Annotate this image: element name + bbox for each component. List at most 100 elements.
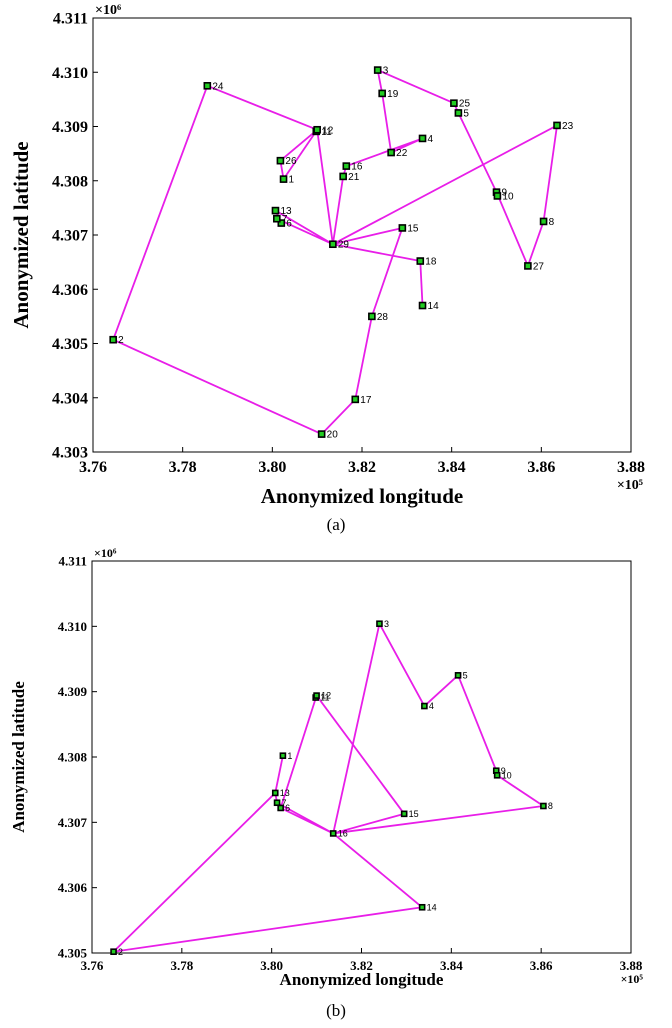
point-label: 4 xyxy=(428,134,434,145)
route-segment xyxy=(333,805,544,835)
point-label: 3 xyxy=(383,66,389,77)
point-marker xyxy=(110,948,117,955)
y-tick-label: 4.310 xyxy=(52,65,88,82)
point-label: 16 xyxy=(338,829,348,839)
route-segment xyxy=(315,695,405,815)
point-marker xyxy=(421,702,428,710)
caption-b: (b) xyxy=(326,1001,346,1020)
point-label: 2 xyxy=(118,947,123,957)
y-tick-label: 4.305 xyxy=(58,946,88,961)
point-label: 7 xyxy=(282,214,288,225)
point-marker xyxy=(317,430,326,438)
y-tick-label: 4.309 xyxy=(52,119,88,136)
point-marker xyxy=(276,156,285,165)
chart-b: 3.76 3.78 3.80 3.82 3.84 3.86 3.88 4.305 4.306 4.… xyxy=(9,546,643,989)
point-label: 12 xyxy=(321,691,331,701)
point-label: 13 xyxy=(280,788,290,798)
point-marker xyxy=(313,692,320,699)
x-axis-label: Anonymized longitude xyxy=(261,484,463,508)
y-tick-label: 4.304 xyxy=(52,390,88,407)
x-tick-label: 3.84 xyxy=(438,459,466,476)
point-marker xyxy=(553,121,561,130)
point-label: 9 xyxy=(502,188,508,199)
point-label: 15 xyxy=(407,223,419,234)
x-tick-label: 3.78 xyxy=(170,958,193,973)
point-label: 6 xyxy=(286,219,292,230)
y-axis-label: Anonymized latitude xyxy=(9,681,28,833)
point-label: 21 xyxy=(348,172,360,183)
route-line xyxy=(112,69,558,435)
point-marker xyxy=(539,217,548,226)
point-label: 23 xyxy=(562,121,574,132)
point-label: 10 xyxy=(502,770,512,780)
point-label: 8 xyxy=(549,217,555,228)
point-marker xyxy=(418,903,426,911)
point-marker xyxy=(450,99,458,107)
point-label: 27 xyxy=(533,261,545,272)
point-label: 25 xyxy=(459,99,471,110)
point-label: 8 xyxy=(548,801,553,811)
point-marker xyxy=(273,799,281,807)
route-segment xyxy=(276,801,334,835)
point-marker xyxy=(329,830,337,837)
y-tick-label: 4.303 xyxy=(52,445,88,462)
point-marker xyxy=(524,262,532,270)
y-tick-label: 4.307 xyxy=(52,228,88,245)
y-tick-label: 4.311 xyxy=(53,11,88,28)
point-label: 11 xyxy=(321,127,332,138)
x-exponent-label: ×10⁵ xyxy=(617,478,643,493)
point-marker xyxy=(279,752,287,759)
point-marker xyxy=(454,109,463,117)
point-label: 17 xyxy=(360,395,372,406)
point-marker xyxy=(416,257,425,265)
point-marker xyxy=(418,134,427,143)
point-marker xyxy=(342,162,351,170)
point-marker xyxy=(493,192,502,200)
point-label: 6 xyxy=(285,803,290,813)
route-segment xyxy=(378,623,426,707)
x-axis-label: Anonymized longitude xyxy=(280,970,444,989)
point-label: 18 xyxy=(425,257,437,268)
y-tick-label: 4.308 xyxy=(52,173,88,190)
point-label: 5 xyxy=(463,670,468,680)
y-tick-label: 4.306 xyxy=(58,880,88,895)
point-marker xyxy=(273,214,281,223)
point-marker xyxy=(454,672,462,679)
point-label: 1 xyxy=(289,175,295,186)
point-label: 4 xyxy=(429,701,434,711)
x-tick-label: 3.80 xyxy=(258,459,286,476)
point-marker xyxy=(540,802,547,810)
point-marker xyxy=(313,125,321,134)
x-tick-label: 3.78 xyxy=(169,459,197,476)
y-tick-label: 4.309 xyxy=(58,684,88,699)
point-label: 20 xyxy=(327,430,339,441)
point-marker xyxy=(378,89,386,98)
point-marker xyxy=(368,312,376,321)
x-tick-label: 3.88 xyxy=(617,459,645,476)
point-label: 28 xyxy=(377,312,389,323)
point-label: 11 xyxy=(320,693,329,703)
point-label: 13 xyxy=(280,206,292,217)
y-exponent-label: ×10⁶ xyxy=(95,3,121,18)
point-marker xyxy=(277,219,286,227)
route-segment xyxy=(332,623,381,834)
route-segment xyxy=(279,695,318,809)
point-marker xyxy=(279,175,288,183)
point-marker xyxy=(493,771,501,779)
point-label: 12 xyxy=(322,125,334,136)
y-exponent-label: ×10⁶ xyxy=(94,546,117,560)
route-segment xyxy=(423,674,459,707)
y-tick-label: 4.308 xyxy=(58,750,88,765)
point-label: 7 xyxy=(282,798,287,808)
y-tick-label: 4.306 xyxy=(52,282,88,299)
point-label: 26 xyxy=(285,156,297,167)
y-axis-label: Anonymized latitude xyxy=(9,141,33,328)
x-tick-label: 3.82 xyxy=(350,958,373,973)
point-label: 22 xyxy=(396,148,408,159)
x-tick-label: 3.86 xyxy=(530,958,553,973)
point-marker xyxy=(329,240,337,249)
chart-a: 3.76 3.78 3.80 3.82 3.84 3.86 3.88 4.303 4.304 4.… xyxy=(9,3,645,508)
point-marker xyxy=(400,810,408,818)
route-segment xyxy=(457,674,498,772)
point-marker xyxy=(271,789,279,797)
